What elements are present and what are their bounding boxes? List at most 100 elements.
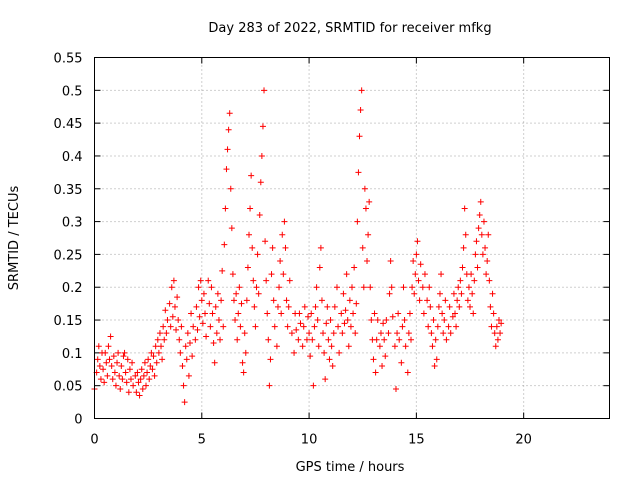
data-point <box>489 290 496 297</box>
data-point <box>305 313 312 320</box>
data-point <box>340 290 347 297</box>
data-point <box>178 323 185 330</box>
data-point <box>424 297 431 304</box>
data-point <box>162 307 169 314</box>
data-point <box>388 284 395 291</box>
data-point <box>150 353 157 360</box>
data-point <box>415 277 422 284</box>
data-point <box>200 290 207 297</box>
data-point <box>322 376 329 383</box>
data-point <box>256 212 263 219</box>
data-point <box>217 336 224 343</box>
data-point <box>483 271 490 278</box>
data-point <box>288 330 295 337</box>
data-point <box>449 313 456 320</box>
data-point <box>273 343 280 350</box>
data-point <box>108 362 115 369</box>
data-point <box>122 369 129 376</box>
data-point <box>446 303 453 310</box>
data-point <box>139 385 146 392</box>
y-tick-label: 0.45 <box>54 117 83 132</box>
data-point <box>412 271 419 278</box>
data-point <box>140 372 147 379</box>
data-point <box>192 336 199 343</box>
data-point <box>143 382 149 389</box>
data-point <box>357 107 364 114</box>
data-point <box>100 366 107 373</box>
data-point <box>399 323 406 330</box>
data-point <box>440 330 447 337</box>
data-point <box>184 330 191 337</box>
data-point <box>475 225 482 232</box>
data-point <box>409 284 416 291</box>
data-point <box>414 238 421 245</box>
data-point <box>176 336 183 343</box>
data-point <box>266 382 273 389</box>
data-point <box>462 231 469 238</box>
data-point <box>241 330 248 337</box>
data-point <box>487 303 494 310</box>
data-point <box>359 244 366 251</box>
data-point <box>353 300 360 307</box>
data-point <box>351 264 358 271</box>
data-point <box>372 369 379 376</box>
data-point <box>213 330 220 337</box>
data-point <box>94 356 101 363</box>
data-point <box>243 297 250 304</box>
data-point <box>396 336 403 343</box>
data-point <box>215 317 222 324</box>
data-point <box>117 385 124 392</box>
data-point <box>452 310 458 317</box>
data-point <box>342 307 349 314</box>
data-point <box>413 251 420 258</box>
data-point <box>219 267 226 274</box>
tick-layer: 0 0.05 0.1 0.15 0.2 0.25 0.3 0.35 0.4 0.45 0.5 0.55… <box>54 52 610 448</box>
data-point <box>174 294 181 301</box>
data-point <box>112 382 119 389</box>
data-point <box>313 284 320 291</box>
data-point <box>345 343 352 350</box>
data-point <box>257 179 264 186</box>
data-point <box>301 303 308 310</box>
data-point <box>239 359 246 366</box>
data-point <box>382 353 389 360</box>
data-point <box>439 310 446 317</box>
data-point <box>303 336 310 343</box>
data-point <box>218 297 225 304</box>
data-point <box>97 376 104 383</box>
data-point <box>354 218 361 225</box>
data-point <box>360 284 367 291</box>
x-tick-label: 0 <box>90 433 98 448</box>
data-point <box>126 366 133 373</box>
data-point <box>129 359 136 366</box>
data-point <box>147 362 154 369</box>
data-point <box>421 271 428 278</box>
data-point <box>355 169 362 176</box>
data-point <box>259 123 266 130</box>
data-point <box>153 359 160 366</box>
plot-area-border <box>94 57 610 419</box>
data-point <box>103 359 110 366</box>
data-point <box>114 359 121 366</box>
data-point <box>459 264 466 271</box>
data-point <box>280 271 287 278</box>
data-point <box>419 284 426 291</box>
data-point <box>474 264 481 271</box>
data-point <box>395 310 402 317</box>
data-point <box>282 244 289 251</box>
data-point <box>185 372 192 379</box>
data-point <box>442 297 449 304</box>
data-point <box>383 317 390 324</box>
data-point <box>299 343 306 350</box>
data-point <box>197 277 204 284</box>
data-point <box>339 330 346 337</box>
data-point <box>362 205 369 212</box>
data-point <box>471 277 478 284</box>
data-point <box>194 326 201 333</box>
data-point <box>240 369 247 376</box>
data-point <box>154 336 161 343</box>
data-point <box>402 343 409 350</box>
data-point <box>252 323 259 330</box>
data-point <box>394 330 401 337</box>
data-point <box>425 323 432 330</box>
